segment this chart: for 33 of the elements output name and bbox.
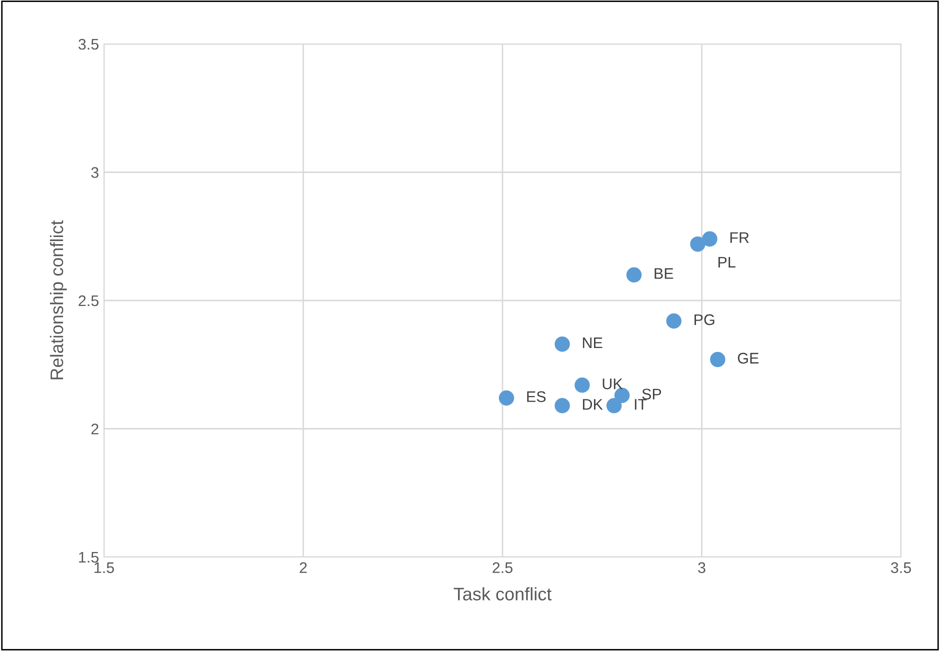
point [710, 352, 726, 368]
data-label: PG [694, 314, 714, 326]
point [702, 231, 718, 247]
point [666, 313, 682, 329]
data-label: SP [642, 388, 662, 400]
point [614, 388, 630, 404]
point [554, 336, 570, 352]
data-label: IT [634, 399, 647, 410]
data-label: DK [582, 399, 603, 410]
x-tick-label: 3.5 [890, 562, 911, 574]
y-tick-label: 3.5 [78, 38, 98, 50]
y-tick-label: 2 [91, 424, 98, 434]
point [690, 236, 706, 252]
data-label: BE [654, 268, 674, 279]
data-label: GE [738, 352, 759, 364]
data-label: FR [730, 232, 749, 243]
data-label: ES [527, 391, 546, 402]
x-tick-label: 2.5 [492, 562, 512, 574]
y-axis-title: Relationship conflict [50, 220, 67, 380]
x-tick-label: 2 [300, 562, 307, 573]
y-tick-label: 1.5 [79, 552, 98, 563]
x-tick-label: 3 [698, 562, 706, 574]
data-label: PL [718, 256, 736, 268]
data-label: UK [602, 378, 623, 390]
point [626, 267, 642, 282]
point [498, 390, 514, 406]
point [574, 378, 590, 393]
y-tick-label: 3 [91, 167, 98, 178]
y-tick-label: 2.5 [78, 295, 98, 306]
x-axis-title: Task conflict [454, 587, 552, 600]
point [554, 398, 570, 414]
data-label: NE [582, 338, 602, 348]
point [606, 398, 622, 414]
